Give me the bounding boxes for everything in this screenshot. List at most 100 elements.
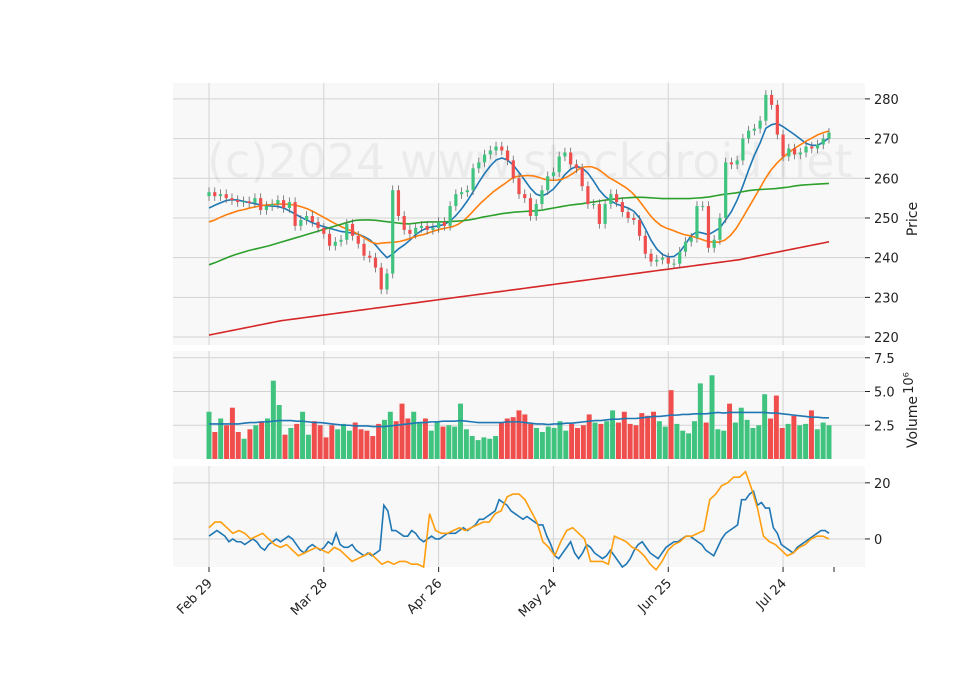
volume-bar (797, 425, 803, 459)
volume-bar (563, 430, 569, 459)
volume-bar (428, 430, 434, 459)
candle-body (218, 194, 223, 197)
candle-body (637, 219, 642, 236)
candle-body (603, 204, 607, 224)
candle-body (356, 235, 360, 244)
candle-body (322, 227, 326, 234)
y-tick-label: 240 (874, 252, 899, 267)
volume-bar (785, 423, 791, 459)
candle-body (385, 273, 389, 290)
candle-body (706, 206, 711, 248)
x-tick-label: Jun 25 (635, 576, 675, 616)
volume-bar (680, 430, 686, 459)
candle-body (236, 200, 240, 203)
candle-body (741, 138, 745, 161)
volume-bar (381, 419, 387, 459)
volume-bar (288, 427, 294, 459)
candle-body (609, 194, 613, 205)
volume-axis-label: Volume (905, 396, 921, 448)
volume-bar (493, 436, 499, 459)
volume-bar (580, 425, 586, 459)
volume-bar (569, 423, 575, 459)
candle-body (339, 239, 343, 242)
candle-body (724, 162, 728, 218)
volume-bar (300, 411, 306, 459)
volume-bar (259, 421, 265, 459)
volume-bar (253, 425, 259, 459)
y-tick-label: 2.5 (874, 419, 895, 434)
volume-bar (434, 421, 440, 459)
candle-body (764, 94, 768, 121)
volume-bar (639, 413, 645, 459)
candle-body (396, 190, 401, 216)
volume-bar (463, 429, 469, 459)
candle-body (448, 206, 452, 226)
candle-body (718, 217, 722, 240)
volume-bar (305, 434, 311, 459)
candle-body (270, 204, 274, 207)
candle-body (666, 257, 670, 264)
candle-body (655, 259, 659, 262)
candle-body (327, 233, 332, 246)
candle-body (259, 198, 263, 211)
candle-body (735, 160, 739, 165)
candle-body (827, 132, 831, 139)
oscillator-line2 (208, 470, 830, 572)
volume-bar (411, 411, 417, 459)
candle-body (287, 202, 291, 209)
candle-body (678, 251, 682, 264)
y-tick-label: 20 (874, 477, 891, 492)
volume-bar (826, 425, 832, 459)
candle-body (683, 241, 688, 252)
candle-body (477, 162, 481, 169)
candle-body (391, 190, 395, 274)
candle-body (804, 146, 808, 153)
volume-bar (738, 407, 744, 459)
candle-body (586, 186, 590, 205)
candle-body (769, 94, 774, 105)
candle-body (798, 152, 802, 155)
volume-bar (516, 410, 522, 459)
volume-bar (341, 423, 347, 459)
volume-bar (668, 390, 674, 459)
candle-body (414, 227, 418, 234)
candle-body (213, 192, 217, 197)
volume-bar (534, 427, 540, 459)
candle-body (247, 201, 251, 203)
candle-body (241, 201, 246, 203)
candle-body (224, 194, 228, 199)
candle-body (758, 120, 762, 129)
volume-bar (452, 426, 458, 459)
volume-bar (615, 422, 621, 459)
volume-bar (750, 427, 756, 459)
candle-body (574, 164, 579, 169)
volume-bar (481, 437, 487, 459)
candle-body (775, 104, 779, 135)
candle-body (425, 225, 429, 230)
volume-bar (510, 417, 516, 459)
volume-bar (387, 411, 393, 459)
volume-bar (621, 411, 627, 459)
volume-bar (732, 422, 738, 459)
volume-bar (779, 427, 785, 459)
watermark: (c)2024 www.stockdroid.net (207, 134, 853, 188)
candle-body (207, 192, 211, 197)
x-tick-label: Jul 24 (753, 576, 790, 613)
volume-bar (656, 421, 662, 459)
volume-bar (218, 418, 224, 459)
volume-bar (276, 405, 282, 459)
volume-bar (504, 418, 510, 459)
volume-bar (346, 430, 352, 459)
volume-bar (686, 433, 692, 459)
candle-body (523, 194, 527, 199)
volume-bar (545, 426, 551, 459)
candle-body (293, 202, 297, 226)
volume-bar (557, 421, 563, 459)
candle-body (310, 215, 314, 222)
volume-bar (744, 419, 750, 459)
candle-body (649, 253, 653, 262)
volume-bar (323, 437, 329, 459)
candle-body (643, 235, 647, 254)
candle-body (402, 215, 406, 230)
